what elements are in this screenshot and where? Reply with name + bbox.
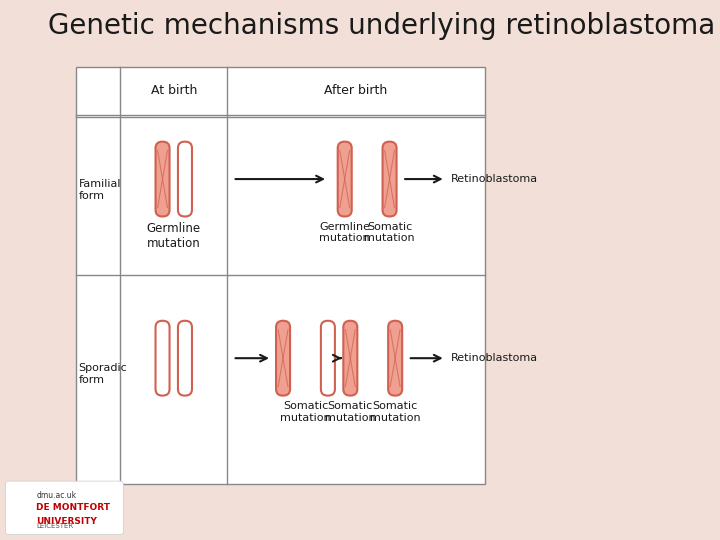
FancyBboxPatch shape bbox=[321, 321, 335, 396]
FancyBboxPatch shape bbox=[6, 481, 123, 535]
Text: Retinoblastoma: Retinoblastoma bbox=[451, 174, 539, 184]
FancyBboxPatch shape bbox=[156, 141, 169, 217]
Text: Germline
mutation: Germline mutation bbox=[319, 222, 370, 244]
FancyBboxPatch shape bbox=[178, 321, 192, 396]
FancyBboxPatch shape bbox=[276, 321, 290, 396]
Text: Familial
form: Familial form bbox=[78, 179, 121, 200]
FancyBboxPatch shape bbox=[388, 321, 402, 396]
Text: Genetic mechanisms underlying retinoblastoma: Genetic mechanisms underlying retinoblas… bbox=[48, 12, 715, 40]
FancyBboxPatch shape bbox=[178, 141, 192, 217]
Text: Somatic
mutation: Somatic mutation bbox=[370, 401, 420, 422]
Text: UNIVERSITY: UNIVERSITY bbox=[37, 517, 97, 525]
Text: LEICESTER: LEICESTER bbox=[37, 523, 73, 529]
FancyBboxPatch shape bbox=[382, 141, 397, 217]
Bar bbox=[76, 67, 485, 484]
FancyBboxPatch shape bbox=[156, 321, 169, 396]
Text: Sporadic
form: Sporadic form bbox=[78, 363, 127, 385]
FancyBboxPatch shape bbox=[343, 321, 357, 396]
Text: Retinoblastoma: Retinoblastoma bbox=[451, 353, 539, 363]
Text: DE MONTFORT: DE MONTFORT bbox=[37, 503, 110, 512]
Text: Somatic
mutation: Somatic mutation bbox=[364, 222, 415, 244]
Text: dmu.ac.uk: dmu.ac.uk bbox=[37, 491, 76, 500]
Text: At birth: At birth bbox=[150, 84, 197, 97]
Text: Somatic
mutation: Somatic mutation bbox=[325, 401, 376, 422]
Text: Germline
mutation: Germline mutation bbox=[147, 222, 201, 250]
FancyBboxPatch shape bbox=[338, 141, 352, 217]
Text: Somatic
mutation: Somatic mutation bbox=[280, 401, 330, 422]
Text: After birth: After birth bbox=[324, 84, 387, 97]
